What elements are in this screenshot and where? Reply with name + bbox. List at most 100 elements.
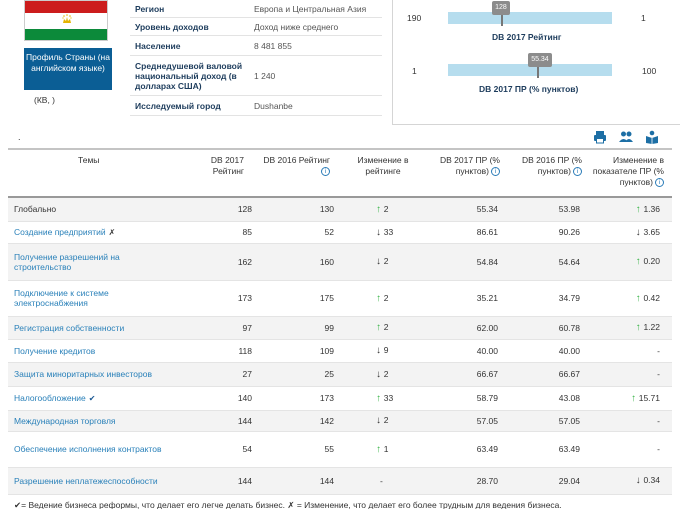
db2017-dtf-cell: 63.49 [424, 431, 506, 468]
topic-label[interactable]: Создание предприятий [14, 226, 106, 237]
table-row: Получение кредитов 118 109 ↓ 9 40.00 40.00- [8, 339, 672, 363]
topic-label[interactable]: Регистрация собственности [14, 322, 125, 333]
dtf-change-value: 0.20 [643, 256, 660, 266]
info-row-region: Регион Европа и Центральная Азия [130, 0, 382, 18]
table-row: Получение разрешений на строительство 162… [8, 243, 672, 281]
db2017-rank-cell: 173 [178, 280, 260, 317]
topic-cell[interactable]: Налогообложение ✔ [8, 386, 178, 411]
db2016-dtf-cell: 90.26 [506, 221, 588, 244]
dtf-change-cell: - [588, 431, 672, 468]
dtf-bar-title: DB 2017 ПР (% пунктов) [479, 84, 579, 94]
header-dtf-change: Изменение в показателе ПР (% пунктов) i [588, 148, 672, 197]
rank-change-value: 2 [383, 368, 389, 379]
dtf-change-value: 0.42 [643, 292, 660, 303]
topic-cell[interactable]: Подключение к системе электроснабжения [8, 280, 178, 317]
topic-cell[interactable]: Создание предприятий ✗ [8, 221, 178, 244]
info-icon[interactable]: i [573, 167, 582, 177]
topic-label[interactable]: Получение кредитов [14, 345, 96, 356]
users-icon[interactable] [619, 130, 633, 144]
info-icon[interactable]: i [491, 167, 500, 177]
rank-change-value: 1 [383, 443, 389, 454]
topic-cell[interactable]: Получение кредитов [8, 339, 178, 363]
rank-change-value: 9 [383, 345, 389, 355]
arrow-up-icon: ↑ [635, 322, 644, 333]
economy-info-table: Регион Европа и Центральная Азия Уровень… [130, 0, 382, 116]
section-dot: . [18, 132, 21, 142]
db2017-dtf-cell: 58.79 [424, 386, 506, 411]
db2017-dtf-cell: 35.21 [424, 280, 506, 317]
topic-label[interactable]: Налогообложение [14, 392, 86, 403]
header-db2016-dtf: DB 2016 ПР (% пунктов) i [506, 148, 588, 197]
topic-cell[interactable]: Получение разрешений на строительство [8, 243, 178, 281]
db2017-rank-cell: 162 [178, 243, 260, 281]
table-row: Обеспечение исполнения контрактов 54 55 ↑ 1… [8, 431, 672, 468]
topic-cell[interactable]: Защита миноритарных инвесторов [8, 362, 178, 387]
dtf-bar-max: 100 [642, 66, 657, 76]
db2017-dtf-cell: 28.70 [424, 467, 506, 495]
topic-cell[interactable]: Регистрация собственности [8, 316, 178, 340]
db2017-dtf-cell: 66.67 [424, 362, 506, 387]
print-icon[interactable] [593, 130, 607, 144]
flag-crown-icon [62, 14, 72, 23]
country-profile-button[interactable]: Профиль Страны (на английском языке) [24, 48, 112, 90]
topic-label[interactable]: Обеспечение исполнения контрактов [14, 444, 162, 454]
rank-change-cell: ↑ 33 [342, 386, 424, 411]
rank-bar-track [448, 12, 612, 24]
db2016-rank-cell: 52 [260, 221, 342, 244]
topic-label[interactable]: Подключение к системе электроснабжения [14, 288, 109, 308]
header-db2016-rank: DB 2016 Рейтингi [260, 148, 342, 197]
info-label: Регион [135, 3, 165, 14]
db2016-rank-cell: 173 [260, 386, 342, 411]
info-icon[interactable]: i [321, 167, 330, 177]
topic-label[interactable]: Получение разрешений на строительство [14, 251, 120, 272]
db2017-rank-cell: 54 [178, 431, 260, 468]
rank-change-value: 2 [383, 292, 389, 303]
info-value: 1 240 [254, 70, 276, 81]
info-value: Доход ниже среднего [254, 21, 339, 32]
rank-bar-marker [501, 10, 504, 26]
db2017-rank-cell: 140 [178, 386, 260, 411]
rank-change-cell: ↓ 2 [342, 362, 424, 387]
table-row: Регистрация собственности 97 99 ↑ 2 62.00 60.… [8, 316, 672, 340]
rank-bar-min: 190 [407, 13, 422, 23]
header-db2017-dtf: DB 2017 ПР (% пунктов) i [424, 148, 506, 197]
db2016-rank-cell: 160 [260, 243, 342, 281]
dtf-change-value: 1.22 [643, 322, 660, 332]
arrow-up-icon: ↑ [635, 292, 644, 304]
table-row: Глобально 128 130 ↑ 2 55.34 53.98 ↑ 1.36 [8, 197, 672, 222]
rank-change-value: 33 [383, 226, 394, 237]
dtf-change-value: 15.71 [638, 392, 660, 403]
info-icon[interactable]: i [655, 178, 664, 188]
dtf-change-cell: - [588, 339, 672, 363]
topic-cell[interactable]: Обеспечение исполнения контрактов [8, 431, 178, 468]
table-row: Защита миноритарных инвесторов 27 25 ↓ 2 66.… [8, 362, 672, 387]
arrow-down-icon: ↓ [376, 226, 384, 238]
db2016-rank-cell: 99 [260, 316, 342, 340]
info-label: Среднедушевой валовой национальный доход… [135, 60, 243, 91]
arrow-up-icon: ↑ [376, 292, 384, 304]
arrow-down-icon: ↓ [635, 226, 644, 238]
reader-icon[interactable] [645, 130, 659, 144]
dtf-change-value: - [657, 444, 660, 454]
dtf-bar-min: 1 [412, 66, 417, 76]
header-rank-change: Изменение в рейтинге [342, 148, 424, 197]
dtf-change-cell: ↓ 3.65 [588, 221, 672, 244]
topic-cell[interactable]: Международная торговля [8, 410, 178, 432]
dtf-change-cell: ↑ 15.71 [588, 386, 672, 411]
db2016-rank-cell: 109 [260, 339, 342, 363]
info-row-population: Население 8 481 855 [130, 36, 382, 56]
db2016-rank-cell: 142 [260, 410, 342, 432]
dtf-bar-value: 55.34 [528, 53, 552, 67]
topic-label[interactable]: Защита миноритарных инвесторов [14, 369, 152, 379]
table-header-row: Темы DB 2017 Рейтинг DB 2016 Рейтингi Из… [8, 148, 672, 197]
db2016-rank-cell: 144 [260, 467, 342, 495]
topic-label[interactable]: Международная торговля [14, 415, 116, 426]
arrow-down-icon: ↓ [376, 256, 384, 267]
topic-label[interactable]: Разрешение неплатежеспособности [14, 475, 158, 486]
flag-green-stripe [25, 29, 107, 40]
db2017-dtf-cell: 40.00 [424, 339, 506, 363]
topic-cell: Глобально [8, 197, 178, 222]
db2016-dtf-cell: 40.00 [506, 339, 588, 363]
db2016-dtf-cell: 66.67 [506, 362, 588, 387]
topic-cell[interactable]: Разрешение неплатежеспособности [8, 467, 178, 495]
